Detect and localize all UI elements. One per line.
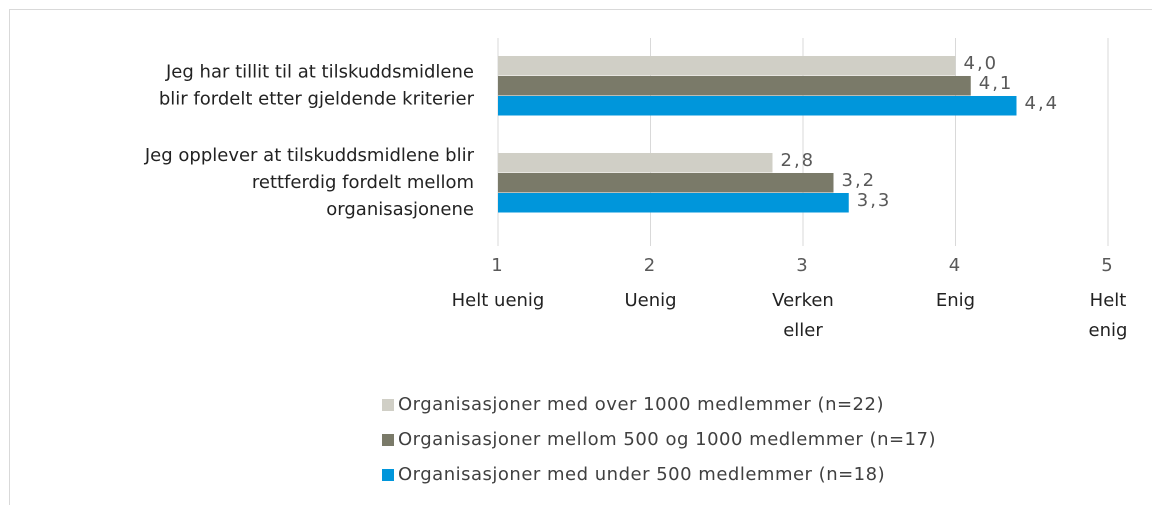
chart-border <box>9 9 1152 505</box>
legend-label: Organisasjoner med under 500 medlemmer (… <box>398 464 885 485</box>
bar <box>498 56 956 76</box>
legend-label: Organisasjoner mellom 500 og 1000 medlem… <box>398 429 936 450</box>
y-tick-label: organisasjonene <box>326 199 474 220</box>
scale-label: Verken <box>772 290 834 311</box>
y-tick-label: Jeg har tillit til at tilskuddsmidlene <box>165 62 474 83</box>
scale-label: Enig <box>936 290 975 311</box>
bar <box>498 76 971 96</box>
legend-swatch <box>382 469 394 481</box>
value-label: 2,8 <box>781 150 816 171</box>
x-tick-label: 1 <box>491 255 504 276</box>
legend-swatch <box>382 434 394 446</box>
y-tick-label: Jeg opplever at tilskuddsmidlene blir <box>144 145 475 166</box>
x-tick-label: 2 <box>644 255 657 276</box>
value-label: 4,0 <box>964 53 999 74</box>
bar <box>498 96 1017 116</box>
x-tick-label: 3 <box>796 255 809 276</box>
value-label: 3,3 <box>857 190 892 211</box>
legend-swatch <box>382 399 394 411</box>
bar <box>498 193 849 213</box>
y-tick-label: rettferdig fordelt mellom <box>252 172 474 193</box>
x-tick-label: 5 <box>1101 255 1114 276</box>
x-tick-label: 4 <box>949 255 962 276</box>
scale-label: Helt <box>1090 290 1127 311</box>
y-tick-label: blir fordelt etter gjeldende kriterier <box>159 89 475 110</box>
value-label: 4,4 <box>1025 93 1060 114</box>
value-label: 4,1 <box>979 73 1014 94</box>
legend-label: Organisasjoner med over 1000 medlemmer (… <box>398 394 884 415</box>
scale-label: enig <box>1089 320 1128 341</box>
scale-label: Helt uenig <box>452 290 545 311</box>
scale-label: eller <box>783 320 823 341</box>
bar <box>498 153 773 173</box>
value-label: 3,2 <box>842 170 877 191</box>
bar <box>498 173 834 193</box>
scale-label: Uenig <box>624 290 676 311</box>
